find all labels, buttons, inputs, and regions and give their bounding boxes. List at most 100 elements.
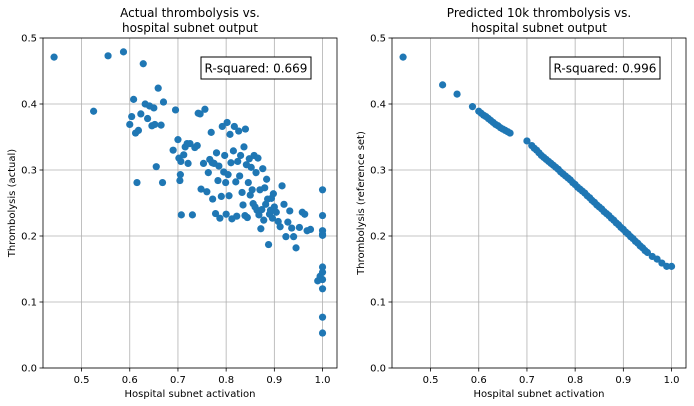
x-tick-label: 0.9 <box>615 375 631 386</box>
data-point <box>252 169 260 177</box>
chart-title-line: Actual thrombolysis vs. <box>120 6 260 20</box>
data-point <box>272 208 280 216</box>
y-tick-label: 0.4 <box>21 100 37 111</box>
data-point <box>243 213 251 222</box>
y-tick-label: 0.5 <box>21 34 37 45</box>
data-point <box>318 285 327 293</box>
data-point <box>188 211 197 219</box>
data-point <box>286 207 294 215</box>
data-point <box>221 151 229 160</box>
data-point <box>269 190 277 198</box>
data-point <box>306 225 315 233</box>
data-point <box>318 186 327 194</box>
x-tick-label: 0.6 <box>122 375 138 386</box>
x-axis-label: Hospital subnet activation <box>474 389 605 400</box>
data-point <box>263 175 271 183</box>
data-point <box>254 154 262 162</box>
data-point <box>284 218 292 226</box>
r-squared-annotation: R-squared: 0.996 <box>549 56 661 80</box>
data-point <box>193 141 201 150</box>
data-point <box>104 52 112 60</box>
data-point <box>278 182 286 190</box>
data-point <box>152 163 160 171</box>
data-point <box>212 149 221 157</box>
data-point <box>176 176 184 185</box>
data-point <box>264 240 273 249</box>
data-point <box>143 114 152 123</box>
data-point <box>236 172 244 180</box>
y-tick-label: 0.5 <box>370 34 386 45</box>
r-squared-annotation: R-squared: 0.669 <box>200 56 312 80</box>
x-tick-label: 0.7 <box>170 375 186 386</box>
chart-title-line: hospital subnet output <box>122 21 258 35</box>
data-point <box>199 159 208 167</box>
data-point <box>180 151 188 159</box>
data-point <box>158 178 167 187</box>
x-tick-label: 0.7 <box>519 375 535 386</box>
r-squared-label: R-squared: 0.996 <box>554 62 657 76</box>
data-point <box>506 129 514 137</box>
data-point <box>399 53 407 61</box>
data-point <box>151 120 159 129</box>
data-point <box>239 201 247 209</box>
data-point <box>197 185 205 193</box>
right-chart-panel: 0.5 0.6 0.7 0.8 0.9 1.0 0.0 0.1 0.2 0.3 0.4 0.5 Hosp… <box>356 6 687 400</box>
data-points <box>399 53 676 270</box>
data-point <box>667 262 676 270</box>
plot-frame <box>391 37 687 369</box>
chart-title-line: hospital subnet output <box>471 21 607 35</box>
y-tick-label: 0.4 <box>370 100 386 111</box>
data-point <box>318 329 327 337</box>
data-point <box>248 186 256 194</box>
data-point <box>247 163 255 171</box>
y-tick-label: 0.2 <box>21 232 37 243</box>
data-point <box>204 169 212 177</box>
data-point <box>90 107 98 115</box>
data-point <box>453 90 461 98</box>
data-point <box>222 210 230 218</box>
data-point <box>238 188 246 197</box>
data-point <box>318 268 327 276</box>
x-tick-label: 1.0 <box>664 375 680 386</box>
x-tick-label: 0.5 <box>423 375 439 386</box>
data-point <box>259 165 267 173</box>
data-point <box>134 126 143 134</box>
x-tick-label: 0.9 <box>266 375 282 386</box>
data-point <box>196 110 204 118</box>
data-point <box>215 162 223 170</box>
data-point <box>232 178 240 186</box>
data-point <box>225 192 233 200</box>
y-tick-label: 0.3 <box>370 166 386 177</box>
gridlines <box>43 37 337 369</box>
data-point <box>260 216 268 224</box>
x-tick-label: 0.6 <box>471 375 487 386</box>
data-point <box>288 224 296 232</box>
data-point <box>282 233 290 241</box>
data-point <box>240 143 248 151</box>
data-point <box>290 233 298 241</box>
data-point <box>130 95 138 103</box>
data-point <box>159 98 168 106</box>
data-point <box>268 214 277 222</box>
annotation-box <box>200 56 312 80</box>
data-point <box>244 178 252 187</box>
data-point <box>318 211 327 220</box>
data-point <box>203 188 211 196</box>
data-point <box>154 84 162 92</box>
data-point <box>318 313 327 321</box>
data-points <box>50 48 327 337</box>
data-point <box>169 146 177 154</box>
data-point <box>177 211 185 219</box>
data-point <box>128 112 136 121</box>
data-point <box>176 171 184 179</box>
data-point <box>653 255 661 263</box>
data-point <box>184 159 192 167</box>
data-point <box>292 244 300 252</box>
data-point <box>295 223 304 232</box>
data-point <box>468 103 477 111</box>
data-point <box>209 195 217 203</box>
data-point <box>235 127 243 135</box>
y-tick-label: 0.0 <box>370 364 386 375</box>
data-point <box>234 157 242 166</box>
data-point <box>318 275 327 284</box>
